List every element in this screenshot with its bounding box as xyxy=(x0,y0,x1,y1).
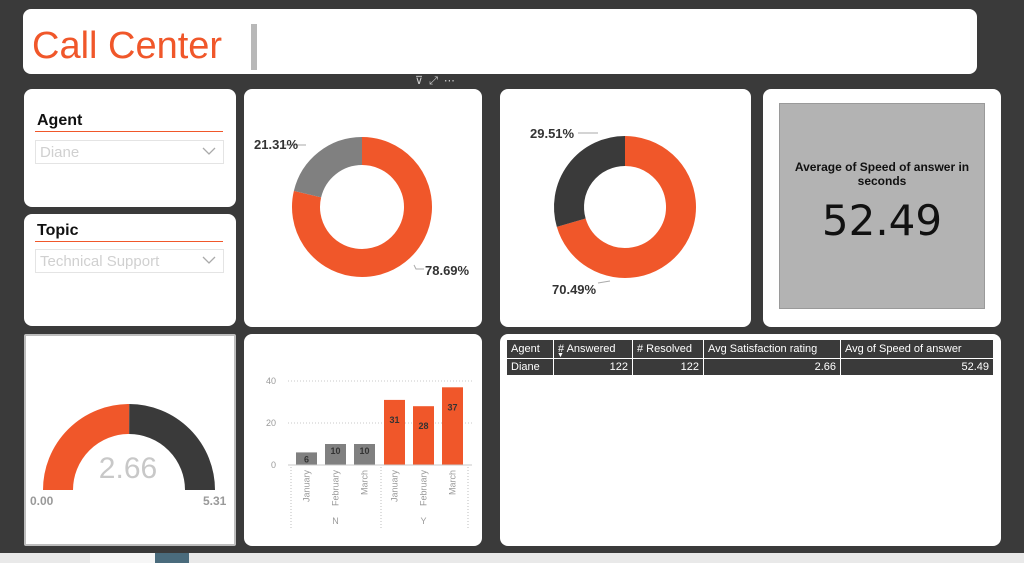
page-tab[interactable] xyxy=(90,553,155,563)
bar[interactable] xyxy=(296,452,317,465)
bar[interactable] xyxy=(325,444,346,465)
leader-line xyxy=(597,280,611,284)
gauge-value-arc xyxy=(43,404,130,491)
bar-data-label: 10 xyxy=(330,446,340,456)
bar[interactable] xyxy=(413,406,434,465)
x-category-label: March xyxy=(448,470,458,495)
leader-line xyxy=(413,264,424,270)
donut-1-orange-label: 78.69% xyxy=(425,263,470,278)
slicer-divider xyxy=(35,131,223,132)
monthly-bar-chart[interactable]: 0 20 40 6 January 10 February 10 March N 31 January… xyxy=(244,334,482,546)
x-category-label: March xyxy=(360,470,370,495)
x-category-label: February xyxy=(331,470,341,507)
bar-data-label: 10 xyxy=(359,446,369,456)
cell-agent: Diane xyxy=(507,358,554,375)
bar-data-label: 37 xyxy=(447,402,457,412)
x-category-label: January xyxy=(302,470,312,503)
donut-2-dark-slice[interactable] xyxy=(554,136,626,227)
kpi-value: 52.49 xyxy=(821,196,943,245)
x-category-label: January xyxy=(390,470,400,503)
bar[interactable] xyxy=(442,387,463,465)
agent-table: Agent # Answered # Resolved Avg Satisfac… xyxy=(507,340,993,375)
bar[interactable] xyxy=(384,399,405,465)
y-tick-label: 40 xyxy=(266,376,276,386)
satisfaction-gauge[interactable]: 2.66 0.00 5.31 xyxy=(24,334,236,546)
filter-icon[interactable]: ⊽ xyxy=(415,75,430,87)
cell-speed: 52.49 xyxy=(840,358,993,375)
gauge-svg xyxy=(43,404,215,491)
column-header-satisfaction[interactable]: Avg Satisfaction rating xyxy=(703,340,841,359)
speed-of-answer-card[interactable]: Average of Speed of answer in seconds 52… xyxy=(763,89,1001,327)
donut-1-grey-label: 21.31% xyxy=(254,137,299,152)
column-header-answered[interactable]: # Answered xyxy=(553,340,633,359)
gauge-remaining-arc xyxy=(128,404,215,491)
resolved-donut-chart[interactable]: 21.31% 78.69% xyxy=(244,89,482,327)
chevron-down-icon xyxy=(202,256,216,264)
donut-1-svg xyxy=(284,137,432,277)
donut-2-dark-label: 29.51% xyxy=(530,126,575,141)
agent-slicer: Agent Diane xyxy=(24,89,236,207)
x-category-label: February xyxy=(419,470,429,507)
cell-satisfaction: 2.66 xyxy=(703,358,841,375)
donut-2-orange-label: 70.49% xyxy=(552,282,597,297)
column-header-resolved[interactable]: # Resolved xyxy=(632,340,704,359)
agent-table-card: Agent # Answered # Resolved Avg Satisfac… xyxy=(500,334,1001,546)
page-tab-active[interactable] xyxy=(155,553,189,563)
table-row[interactable]: Diane 122 122 2.66 52.49 xyxy=(507,358,993,375)
focus-mode-icon[interactable]: ⤢ xyxy=(429,75,444,87)
x-group-label: N xyxy=(332,516,339,526)
kpi-title: Average of Speed of answer in seconds xyxy=(794,160,970,188)
more-options-icon[interactable]: ⋯ xyxy=(443,75,461,87)
answered-donut-chart[interactable]: 29.51% 70.49% xyxy=(500,89,751,327)
bar[interactable] xyxy=(354,444,375,465)
cell-resolved: 122 xyxy=(632,358,704,375)
report-title: Call Center xyxy=(32,25,223,67)
slicer-divider xyxy=(35,241,223,242)
agent-dropdown[interactable]: Diane xyxy=(35,140,224,164)
bar-data-label: 6 xyxy=(304,454,309,464)
agent-slicer-title: Agent xyxy=(37,112,83,129)
topic-slicer: Topic Technical Support xyxy=(24,214,236,326)
bar-data-label: 31 xyxy=(389,415,399,425)
table-header-row: Agent # Answered # Resolved Avg Satisfac… xyxy=(507,340,993,359)
column-header-agent[interactable]: Agent xyxy=(507,340,554,359)
column-header-speed[interactable]: Avg of Speed of answer xyxy=(840,340,993,359)
bottom-bar xyxy=(0,553,1024,563)
donut-1-grey-slice[interactable] xyxy=(293,137,363,198)
y-tick-label: 20 xyxy=(266,418,276,428)
donut-1-orange-slice[interactable] xyxy=(292,137,432,277)
gauge-value: 2.66 xyxy=(98,452,158,485)
visual-header-icons: ⊽⤢⋯ xyxy=(415,74,461,88)
chevron-down-icon xyxy=(202,147,216,155)
text-cursor xyxy=(251,24,257,70)
donut-2-orange-slice[interactable] xyxy=(556,136,696,278)
report-title-card: Call Center xyxy=(23,9,977,74)
bar-chart-svg: 0 20 40 6 January 10 February 10 March N 31 January… xyxy=(266,376,472,528)
cell-answered: 122 xyxy=(553,358,633,375)
kpi-tile: Average of Speed of answer in seconds 52… xyxy=(779,103,985,309)
sort-descending-icon[interactable]: ▼ xyxy=(557,352,564,359)
topic-slicer-title: Topic xyxy=(37,222,79,239)
topic-dropdown[interactable]: Technical Support xyxy=(35,249,224,273)
topic-dropdown-value: Technical Support xyxy=(40,253,160,270)
donut-2-svg xyxy=(554,132,696,284)
gauge-max-label: 5.31 xyxy=(203,494,227,508)
agent-dropdown-value: Diane xyxy=(40,144,80,161)
bar-data-label: 28 xyxy=(418,421,428,431)
y-tick-label: 0 xyxy=(271,460,276,470)
gauge-min-label: 0.00 xyxy=(30,494,54,508)
x-group-label: Y xyxy=(420,516,426,526)
